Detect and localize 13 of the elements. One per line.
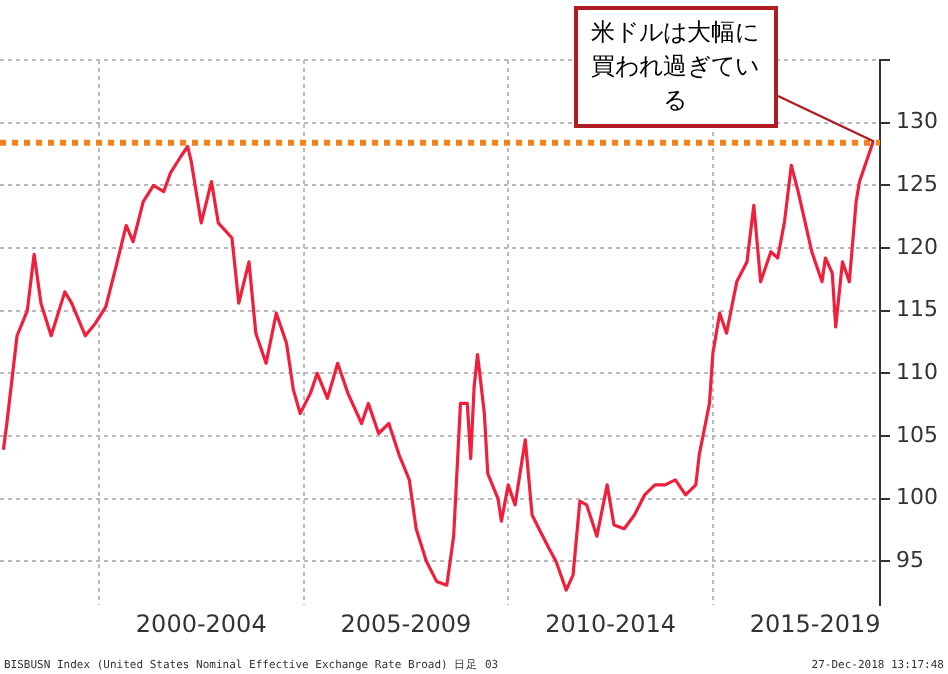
y-tick-label: 130: [896, 108, 939, 135]
y-tick-label: 120: [896, 233, 939, 260]
x-tick-label: 2010-2014: [545, 609, 676, 638]
y-tick-label: 105: [896, 421, 939, 448]
x-tick-label: 2015-2019: [749, 609, 881, 638]
y-tick-label: 110: [896, 359, 939, 386]
y-tick-label: 125: [896, 171, 939, 198]
y-tick-label: 100: [896, 484, 939, 511]
annotation: 米ドルは大幅に買われ過ぎている: [573, 6, 778, 128]
y-tick-label: 95: [896, 547, 925, 574]
x-tick-label: 2005-2009: [340, 609, 472, 638]
y-tick-label: 115: [896, 296, 939, 323]
x-tick-label: 2000-2004: [135, 609, 267, 638]
